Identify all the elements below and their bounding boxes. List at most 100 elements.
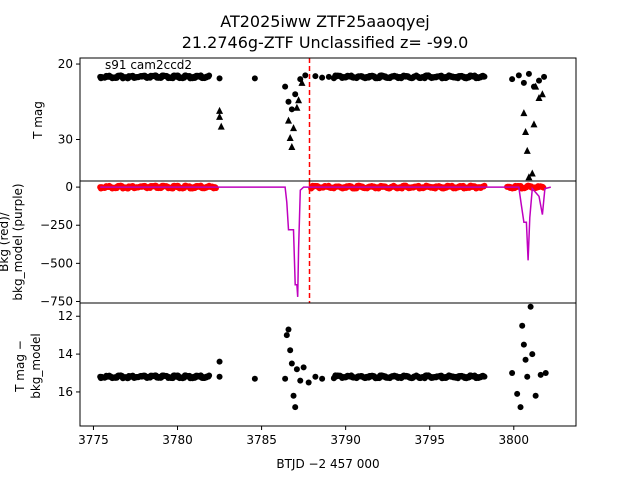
bot-data-point	[206, 372, 213, 379]
bot-data-point	[532, 392, 539, 399]
top-data-point	[481, 73, 488, 80]
xtick-label: 3795	[414, 433, 445, 447]
top-data-point	[206, 72, 213, 79]
xtick-label: 3775	[78, 433, 109, 447]
bot-data-point	[524, 373, 531, 380]
top-data-point	[216, 106, 224, 114]
top-data-point	[319, 74, 326, 81]
mid-ytick-label: 0	[65, 180, 73, 194]
top-data-point	[282, 83, 289, 90]
top-data-point	[509, 76, 516, 83]
top-data-point	[285, 98, 292, 105]
top-data-point	[538, 90, 546, 98]
top-data-point	[293, 103, 301, 111]
bot-data-point	[522, 356, 529, 363]
top-data-point	[284, 116, 292, 124]
top-data-point	[536, 77, 543, 84]
top-data-point	[515, 72, 522, 79]
top-data-point	[290, 124, 298, 132]
mid-data-point	[212, 185, 219, 192]
bot-data-point	[481, 373, 488, 380]
bot-data-point	[216, 358, 223, 365]
top-data-point	[523, 146, 531, 154]
bot-data-point	[283, 332, 290, 339]
top-data-point	[286, 133, 294, 141]
bot-ylabel-line2: bkg_model	[29, 333, 43, 399]
bot-data-point	[537, 371, 544, 378]
bot-ytick-label: 14	[58, 347, 73, 361]
top-data-point	[525, 173, 533, 181]
mid-ytick-label: −750	[40, 294, 73, 308]
bot-data-point	[520, 341, 527, 348]
top-data-point	[312, 73, 319, 80]
top-data-point	[520, 109, 528, 117]
mid-plot-area	[97, 181, 551, 303]
bot-plot-area	[97, 303, 549, 411]
bot-data-point	[282, 375, 289, 382]
bot-data-point	[293, 366, 300, 373]
top-data-point	[532, 82, 540, 90]
bot-data-point	[300, 364, 307, 371]
xtick-label: 3790	[330, 433, 361, 447]
chart-title-line1: AT2025iww ZTF25aaoqyej	[220, 12, 430, 31]
top-data-point	[541, 73, 548, 80]
mid-series-line	[100, 186, 551, 297]
mid-axes-frame	[79, 180, 577, 304]
bot-data-point	[517, 404, 524, 411]
xtick-label: 3780	[162, 433, 193, 447]
bot-data-point	[287, 347, 294, 354]
bot-data-point	[542, 370, 549, 377]
bot-data-point	[529, 351, 536, 358]
top-data-point	[525, 70, 532, 77]
top-ylabel: T mag	[31, 101, 45, 140]
bot-data-point	[509, 370, 516, 377]
bot-data-point	[290, 392, 297, 399]
bot-ytick-label: 16	[58, 385, 73, 399]
bot-data-point	[312, 373, 319, 380]
sector-annotation: s91 cam2ccd2	[105, 58, 192, 72]
bot-data-point	[285, 326, 292, 333]
mid-ylabel-line1: Bkg (red)/	[0, 211, 11, 272]
top-data-point	[251, 75, 258, 82]
xtick-label: 3800	[499, 433, 530, 447]
panel-tmag-minus-bkg: 12 14 16 3775 3780 3785 3790 3795 3800	[58, 302, 577, 447]
top-data-point	[325, 73, 332, 80]
top-data-point	[288, 106, 295, 113]
top-data-point	[288, 143, 296, 151]
bot-data-point	[251, 375, 258, 382]
top-data-point	[298, 78, 306, 86]
bot-axes-frame	[79, 302, 577, 427]
top-data-point	[216, 75, 223, 82]
bot-ylabel-line1: T mag −	[13, 340, 27, 393]
top-data-point	[292, 91, 299, 98]
bot-data-point	[527, 303, 534, 310]
top-ytick-label: 30	[58, 132, 73, 146]
top-ytick-label: 20	[58, 57, 73, 71]
bot-ytick-label: 12	[58, 309, 73, 323]
panel-bkg: 0 −250 −500 −750	[40, 180, 577, 308]
bot-data-point	[288, 360, 295, 367]
bot-data-point	[319, 375, 326, 382]
top-data-point	[216, 112, 224, 120]
top-data-point	[530, 120, 538, 128]
bot-data-point	[305, 379, 312, 386]
top-data-point	[522, 127, 530, 135]
bot-data-point	[297, 377, 304, 384]
bot-data-point	[514, 390, 521, 397]
chart-title-line2: 21.2746g-ZTF Unclassified z= -99.0	[182, 33, 469, 52]
top-data-point	[217, 122, 225, 130]
bot-data-point	[292, 404, 299, 411]
top-data-point	[528, 169, 536, 177]
xtick-label: 3785	[246, 433, 277, 447]
top-plot-area	[97, 58, 548, 181]
top-data-point	[295, 96, 303, 104]
x-axis-label: BTJD −2 457 000	[276, 457, 379, 471]
mid-ylabel-line2: bkg_model (purple)	[11, 183, 25, 300]
mid-ytick-label: −500	[40, 256, 73, 270]
bot-data-point	[216, 373, 223, 380]
mid-ytick-label: −250	[40, 218, 73, 232]
top-data-point	[302, 72, 309, 79]
top-data-point	[535, 93, 543, 101]
